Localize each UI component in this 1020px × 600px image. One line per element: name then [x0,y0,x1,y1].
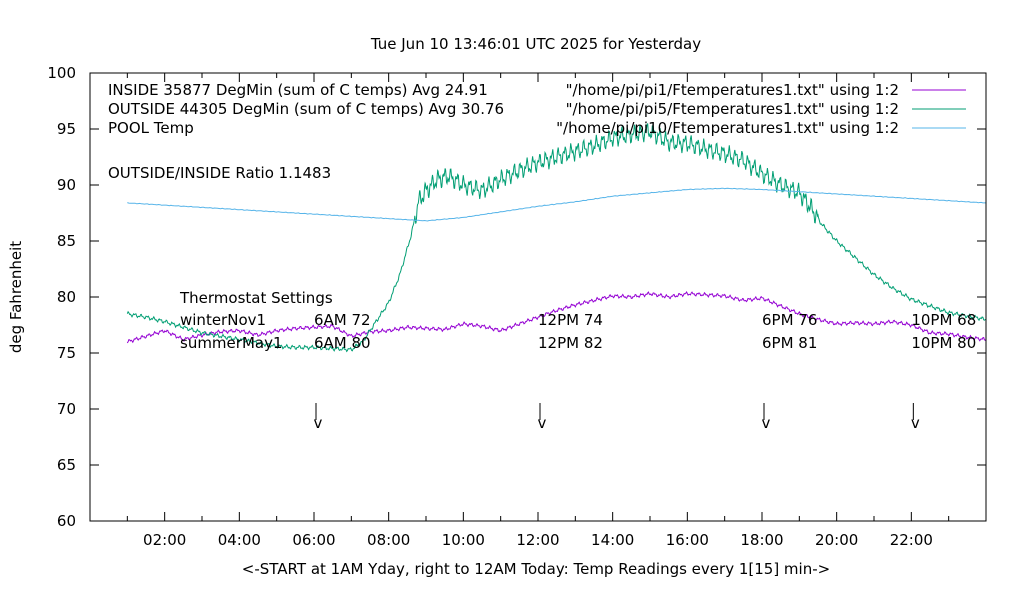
x-tick-label: 04:00 [218,531,261,549]
legend-entry-pool: POOL Temp [108,119,194,137]
plot-frame [89,72,987,522]
series-line-outside [126,123,987,353]
y-tick-label: 100 [47,64,76,82]
y-axis-label: deg Fahrenheit [7,241,25,353]
x-tick-label: 08:00 [367,531,410,549]
marker-arrow-head: v [911,414,920,432]
winter-setting-label: 12PM 74 [538,311,603,329]
summer-setting-label: 6PM 81 [762,334,817,352]
legend-source-pool: "/home/pi/pi10/Ftemperatures1.txt" using… [556,119,899,137]
legend: INSIDE 35877 DegMin (sum of C temps) Avg… [108,81,966,137]
summer-setting-label: 6AM 80 [314,334,371,352]
x-tick-label: 16:00 [666,531,709,549]
y-tick-label: 85 [57,232,76,250]
ratio-annotation: OUTSIDE/INSIDE Ratio 1.1483 [108,164,331,182]
y-tick-label: 80 [57,288,76,306]
y-tick-label: 90 [57,176,76,194]
summer-setting-label: 12PM 82 [538,334,603,352]
x-tick-label: 06:00 [292,531,335,549]
chart-title: Tue Jun 10 13:46:01 UTC 2025 for Yesterd… [370,35,701,53]
x-tick-label: 12:00 [516,531,559,549]
marker-arrow-head: v [538,414,547,432]
x-tick-label: 20:00 [815,531,858,549]
legend-source-inside: "/home/pi/pi1/Ftemperatures1.txt" using … [566,81,899,99]
x-tick-label: 18:00 [740,531,783,549]
y-tick-label: 60 [57,512,76,530]
axis-ticks: 100 95 90 85 80 75 70 65 60 02:00 04:00 06:00 08:00 1… [47,64,986,549]
y-tick-label: 95 [57,120,76,138]
legend-entry-inside: INSIDE 35877 DegMin (sum of C temps) Avg… [108,81,488,99]
series-line-inside [126,290,987,344]
winter-setting-label: 6PM 76 [762,311,817,329]
legend-entry-outside: OUTSIDE 44305 DegMin (sum of C temps) Av… [108,100,504,118]
thermostat-settings-heading: Thermostat Settings [179,289,333,307]
marker-arrow-head: v [762,414,771,432]
winter-label: winterNov1 [180,311,266,329]
y-tick-label: 75 [57,344,76,362]
x-tick-label: 14:00 [591,531,634,549]
y-tick-label: 70 [57,400,76,418]
summer-label: summerMay1 [180,334,283,352]
winter-setting-label: 6AM 72 [314,311,371,329]
series-layer [126,123,987,353]
thermostat-markers: 6AM 72 6AM 80 v 12PM 74 12PM 82 v 6PM 76 6PM 81… [314,311,977,432]
series-line-pool [127,187,986,222]
x-tick-label: 10:00 [442,531,485,549]
summer-setting-label: 10PM 80 [911,334,976,352]
x-tick-label: 02:00 [143,531,186,549]
x-tick-label: 22:00 [890,531,933,549]
legend-source-outside: "/home/pi/pi5/Ftemperatures1.txt" using … [566,100,899,118]
x-axis-label: <-START at 1AM Yday, right to 12AM Today… [242,560,830,578]
y-tick-label: 65 [57,456,76,474]
winter-setting-label: 10PM 68 [911,311,976,329]
marker-arrow-head: v [314,414,323,432]
